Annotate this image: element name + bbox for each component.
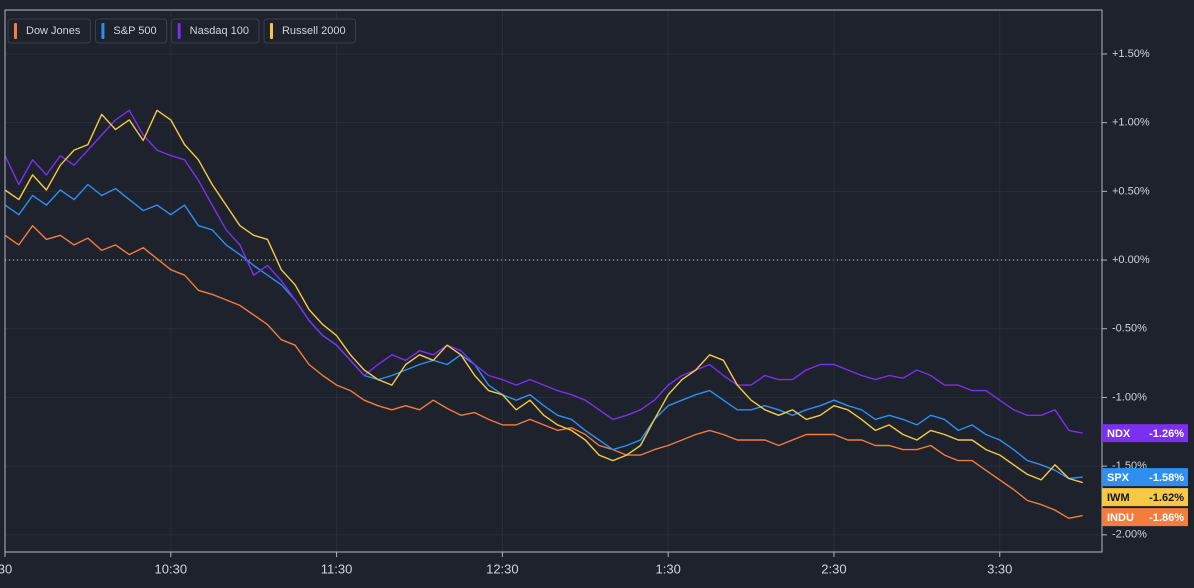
tag-symbol: IWM [1107,492,1130,504]
tag-value: -1.62% [1149,492,1184,504]
series-line [4,183,1083,480]
legend-box [263,18,357,44]
legend-box [171,18,260,44]
series-line [4,224,1083,519]
series-line [4,109,1083,434]
last-value-tags: NDX -1.26% SPX -1.58% IWM -1.62% INDU -1.86% [1102,424,1188,527]
y-tick-label: -0.50% [1112,323,1147,335]
legend-swatch [177,23,181,39]
legend: Dow Jones S&P 500 Nasdaq 100 Russell 2000 [7,18,357,44]
y-tick-label: -1.00% [1112,391,1147,403]
x-tick-label: 11:30 [321,561,353,576]
x-tick-label: 1:30 [656,561,681,576]
legend-label: Dow Jones [26,25,81,37]
legend-item: Nasdaq 100 [171,18,260,44]
x-tick-label: 2:30 [821,561,846,576]
grid [4,10,1102,552]
tag-background [1102,488,1188,507]
tag-background [1102,468,1188,487]
tag-value: -1.86% [1149,512,1184,524]
last-value-tag: IWM -1.62% [1102,488,1188,507]
plot-border [4,9,1103,553]
legend-label: S&P 500 [113,25,156,37]
series-line [4,109,1083,484]
lines [4,109,1083,519]
legend-box [7,18,91,44]
tag-background [1102,508,1188,527]
legend-swatch [14,23,17,39]
y-tick-label: +0.50% [1112,185,1150,197]
y-tick-label: -2.00% [1112,529,1147,541]
last-value-tag: SPX -1.58% [1102,468,1188,487]
y-tick-label: +1.00% [1112,117,1150,129]
y-tick-label: +1.50% [1112,48,1150,60]
tag-symbol: SPX [1107,472,1130,484]
legend-swatch [101,23,105,39]
legend-item: S&P 500 [94,18,168,44]
x-tick-label: 12:30 [486,561,519,576]
y-tick-label: +0.00% [1112,254,1150,266]
last-value-tag: NDX -1.26% [1102,424,1188,443]
tag-symbol: INDU [1107,512,1134,524]
tag-value: -1.58% [1149,472,1184,484]
legend-item: Dow Jones [7,18,91,44]
legend-swatch [269,23,273,39]
legend-item: Russell 2000 [263,18,357,44]
legend-box [94,18,168,44]
tag-background [1102,424,1188,443]
x-tick-label: 30 [0,561,12,576]
last-value-tag: INDU -1.86% [1102,508,1188,527]
legend-label: Nasdaq 100 [190,25,249,37]
x-tick-label: 3:30 [987,561,1012,576]
tag-symbol: NDX [1107,428,1131,440]
legend-label: Russell 2000 [282,25,346,37]
tag-value: -1.26% [1149,428,1184,440]
x-tick-label: 10:30 [155,561,188,576]
